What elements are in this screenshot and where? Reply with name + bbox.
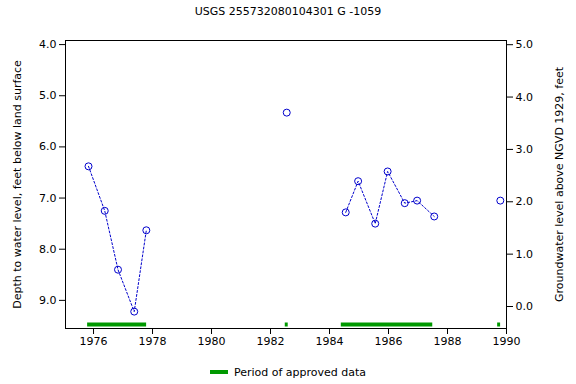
- svg-text:9.0: 9.0: [39, 294, 57, 307]
- svg-text:1980: 1980: [198, 335, 226, 348]
- svg-text:1.0: 1.0: [516, 248, 534, 261]
- svg-text:5.0: 5.0: [39, 89, 57, 102]
- svg-text:1984: 1984: [316, 335, 344, 348]
- svg-text:Depth to water level, feet bel: Depth to water level, feet below land su…: [11, 60, 24, 309]
- svg-text:2.0: 2.0: [516, 195, 534, 208]
- svg-text:7.0: 7.0: [39, 192, 57, 205]
- svg-text:1986: 1986: [375, 335, 403, 348]
- svg-text:0.0: 0.0: [516, 300, 534, 313]
- html-text:Period of approved data: Period of approved data: [233, 365, 367, 379]
- svg-text:6.0: 6.0: [39, 140, 57, 153]
- svg-text:8.0: 8.0: [39, 243, 57, 256]
- svg-text:Groundwater level above NGVD 1: Groundwater level above NGVD 1929, feet: [553, 66, 566, 302]
- svg-text:4.0: 4.0: [39, 38, 57, 51]
- svg-text:1978: 1978: [139, 335, 167, 348]
- svg-text:1988: 1988: [434, 335, 462, 348]
- svg-text:1982: 1982: [257, 335, 285, 348]
- svg-text:5.0: 5.0: [516, 38, 534, 51]
- html-text:USGS 255732080104301 G -1059: USGS 255732080104301 G -1059: [194, 5, 382, 18]
- svg-text:4.0: 4.0: [516, 91, 534, 104]
- svg-text:1990: 1990: [493, 335, 521, 348]
- svg-text:3.0: 3.0: [516, 143, 534, 156]
- svg-text:1976: 1976: [80, 335, 108, 348]
